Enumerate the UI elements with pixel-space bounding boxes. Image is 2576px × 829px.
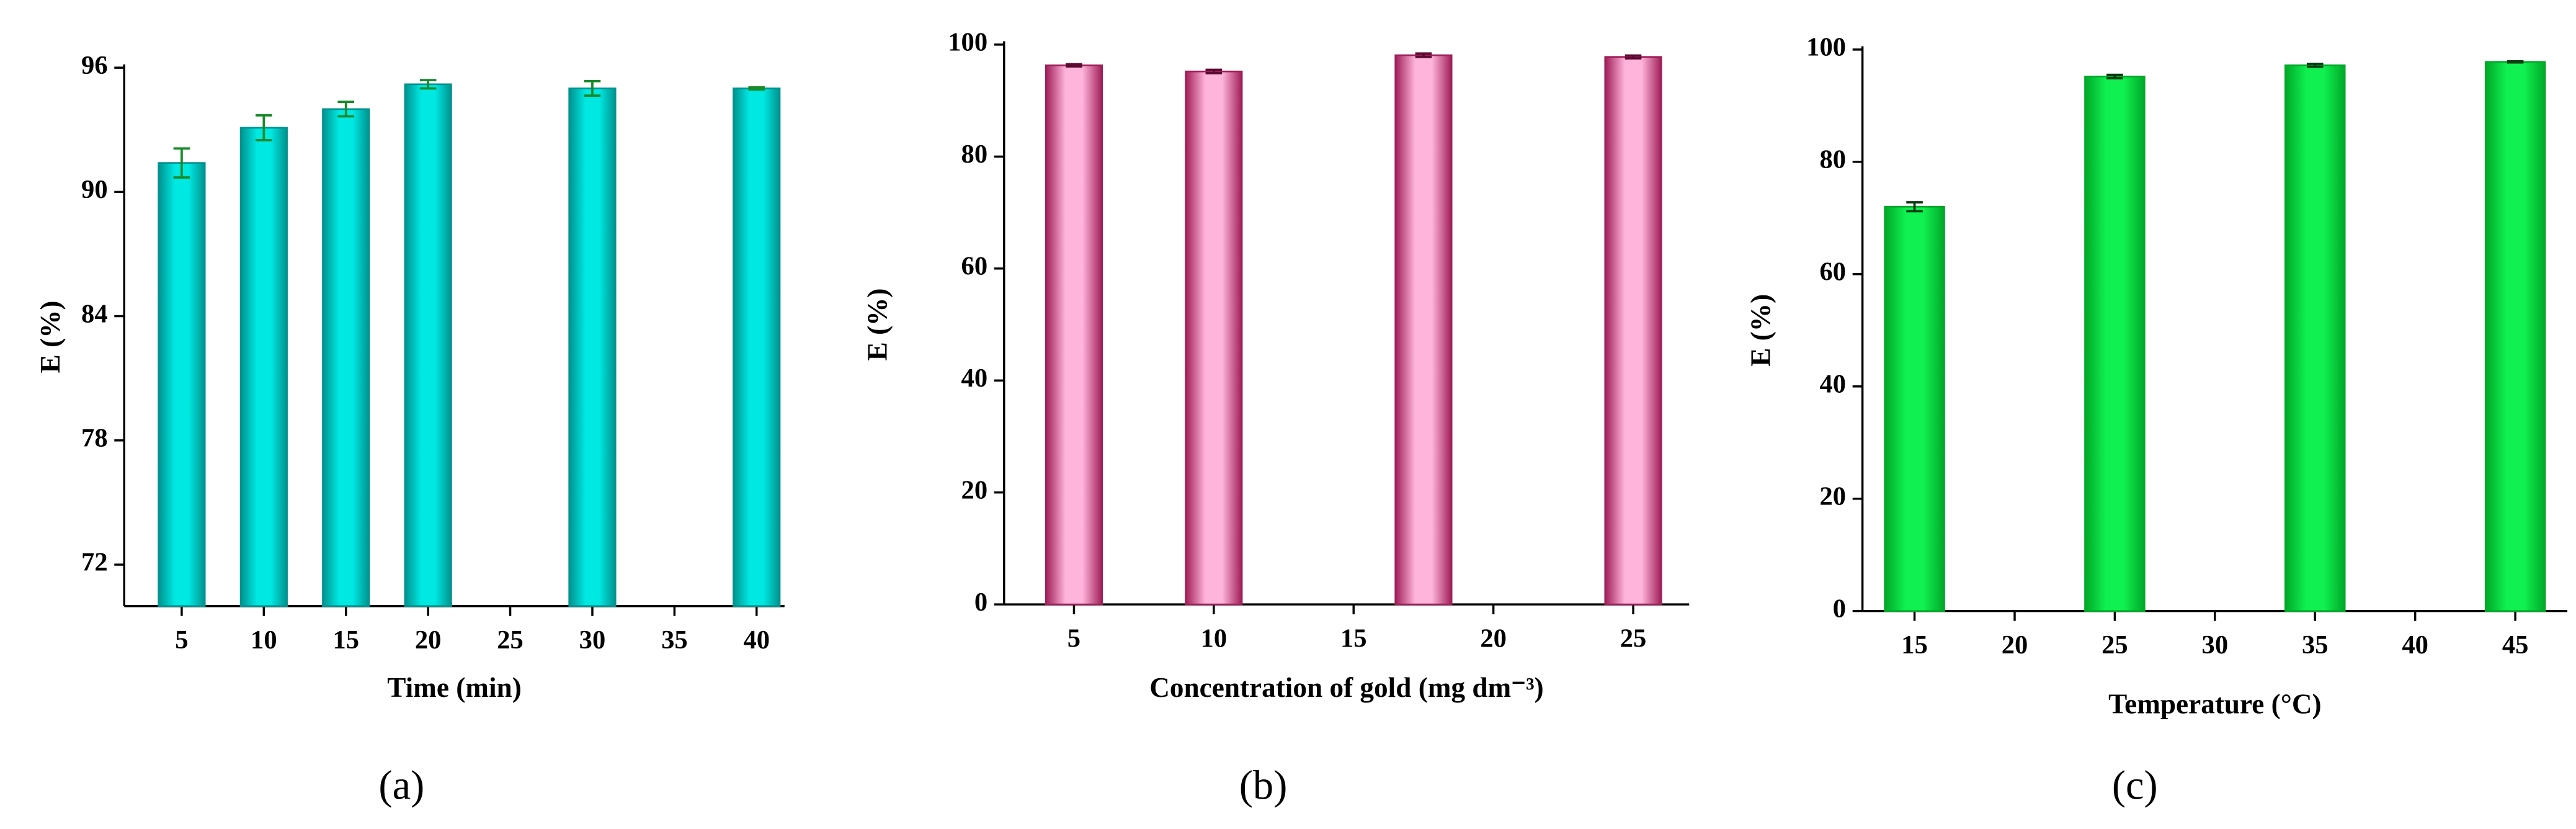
y-tick-label: 60 [961, 252, 988, 281]
x-tick-label: 20 [2002, 630, 2028, 660]
y-tick-label: 40 [1819, 370, 1846, 399]
bar [2284, 64, 2346, 612]
error-bar [337, 101, 355, 118]
bar [2484, 61, 2546, 612]
error-bar [419, 79, 437, 90]
bar [404, 83, 452, 607]
bar [1394, 54, 1453, 606]
y-tick-label: 60 [1819, 258, 1846, 287]
panel-label: (b) [1239, 763, 1288, 808]
y-axis-label: E (%) [35, 300, 66, 373]
bar [1185, 70, 1243, 606]
y-tick-label: 80 [961, 140, 988, 169]
bar [733, 87, 781, 607]
bar [239, 127, 288, 607]
error-bar [1906, 201, 1923, 213]
y-tick-label: 40 [961, 364, 988, 393]
x-axis-label: Time (min) [387, 672, 522, 703]
error-bar [256, 114, 272, 141]
x-tick-label: 20 [1480, 624, 1507, 653]
y-tick-label: 84 [81, 299, 108, 328]
y-tick-label: 0 [1833, 594, 1846, 623]
y-tick-label: 0 [974, 588, 987, 617]
x-tick-label: 15 [332, 625, 359, 655]
error-bar [2306, 63, 2324, 68]
bar [1604, 56, 1662, 606]
error-bar [1205, 68, 1223, 74]
bar [158, 162, 206, 607]
x-tick-label: 35 [661, 625, 688, 655]
error-bar [2106, 73, 2123, 79]
error-bar [1624, 54, 1642, 60]
y-tick-label: 78 [81, 424, 108, 453]
y-tick-label: 20 [961, 475, 988, 504]
x-tick-label: 20 [415, 625, 442, 655]
error-bar [173, 147, 190, 179]
panel-label: (c) [2112, 763, 2158, 808]
x-tick-label: 15 [1901, 630, 1928, 660]
x-tick-label: 30 [579, 625, 606, 655]
y-tick-label: 20 [1819, 482, 1846, 511]
error-bar [1415, 52, 1432, 58]
error-bar [2507, 60, 2524, 64]
x-tick-label: 15 [1340, 624, 1367, 653]
bar [568, 87, 617, 607]
bar [1884, 205, 1945, 612]
bar [322, 108, 370, 607]
x-tick-label: 35 [2302, 630, 2329, 660]
x-axis-label: Temperature (°C) [2108, 688, 2321, 719]
y-tick-label: 96 [81, 51, 108, 80]
x-tick-label: 40 [743, 625, 770, 655]
x-tick-label: 25 [1620, 624, 1647, 653]
y-axis-label: E (%) [1745, 294, 1776, 367]
error-bar [748, 86, 765, 91]
y-tick-label: 90 [81, 175, 108, 204]
bar [1045, 64, 1103, 606]
x-tick-label: 10 [1201, 624, 1228, 653]
y-axis-label: E (%) [862, 289, 893, 361]
panel-label: (a) [378, 763, 424, 808]
x-tick-label: 5 [1067, 624, 1081, 653]
x-tick-label: 25 [497, 625, 524, 655]
x-tick-label: 30 [2202, 630, 2229, 660]
x-tick-label: 40 [2402, 630, 2428, 660]
y-tick-label: 100 [948, 28, 987, 57]
bar [2084, 75, 2146, 612]
x-tick-label: 25 [2101, 630, 2128, 660]
y-tick-label: 80 [1819, 145, 1846, 174]
x-axis-label: Concentration of gold (mg dm⁻³) [1149, 672, 1544, 703]
y-tick-label: 72 [81, 548, 108, 577]
x-tick-label: 10 [251, 625, 277, 655]
error-bar [1066, 63, 1082, 68]
x-tick-label: 45 [2502, 630, 2529, 660]
x-tick-label: 5 [175, 625, 188, 655]
y-tick-label: 100 [1806, 33, 1846, 62]
error-bar [584, 79, 601, 97]
